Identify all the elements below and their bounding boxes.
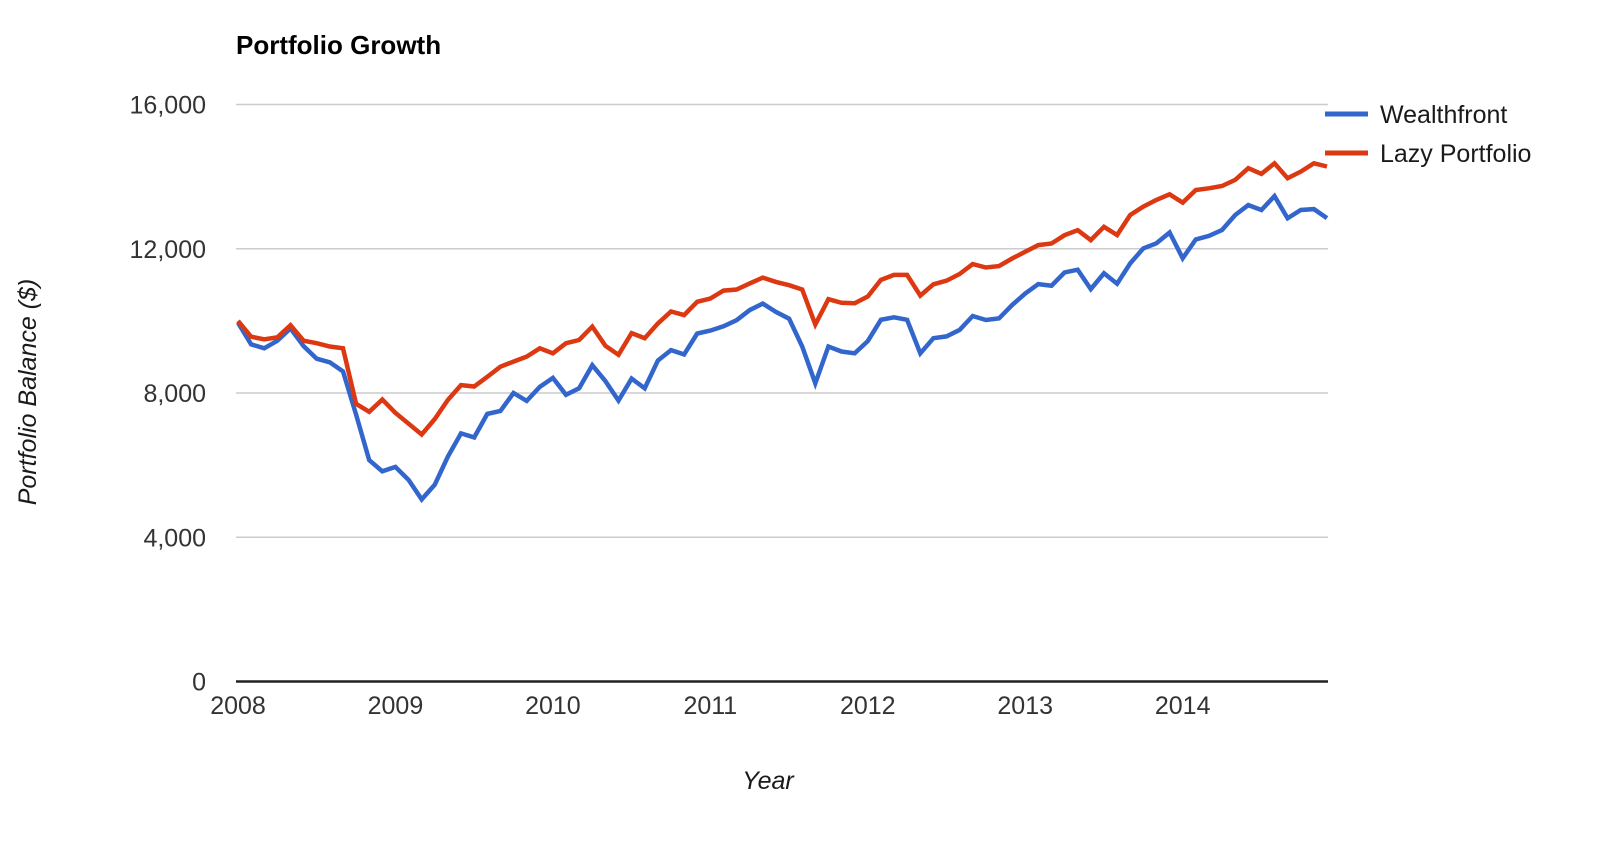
chart-title: Portfolio Growth: [236, 30, 441, 60]
y-tick-label: 16,000: [130, 92, 206, 120]
y-tick-label: 4,000: [143, 524, 206, 552]
x-axis-title: Year: [742, 767, 795, 795]
y-tick-label: 12,000: [130, 236, 206, 264]
x-tick-label: 2014: [1155, 692, 1211, 720]
x-tick-labels: 2008 2009 2010 2011 2012 2013 2014: [210, 692, 1210, 720]
x-tick-label: 2013: [997, 692, 1053, 720]
x-tick-label: 2008: [210, 692, 266, 720]
y-tick-labels: 16,000 12,000 8,000 4,000 0: [130, 92, 206, 697]
y-tick-label: 8,000: [143, 380, 206, 408]
legend-label-wealthfront: Wealthfront: [1380, 101, 1507, 129]
series-line-wealthfront: [236, 192, 1329, 504]
x-tick-label: 2012: [840, 692, 896, 720]
legend-label-lazy-portfolio: Lazy Portfolio: [1380, 140, 1531, 168]
x-tick-label: 2009: [368, 692, 424, 720]
series-lines: [236, 160, 1329, 504]
y-axis-title: Portfolio Balance ($): [14, 279, 42, 506]
y-tick-label: 0: [192, 669, 206, 697]
x-tick-label: 2010: [525, 692, 581, 720]
series-line-lazy-portfolio: [236, 160, 1328, 438]
legend: Wealthfront Lazy Portfolio: [1325, 101, 1531, 168]
gridlines: [236, 103, 1328, 683]
x-tick-label: 2011: [683, 692, 737, 720]
